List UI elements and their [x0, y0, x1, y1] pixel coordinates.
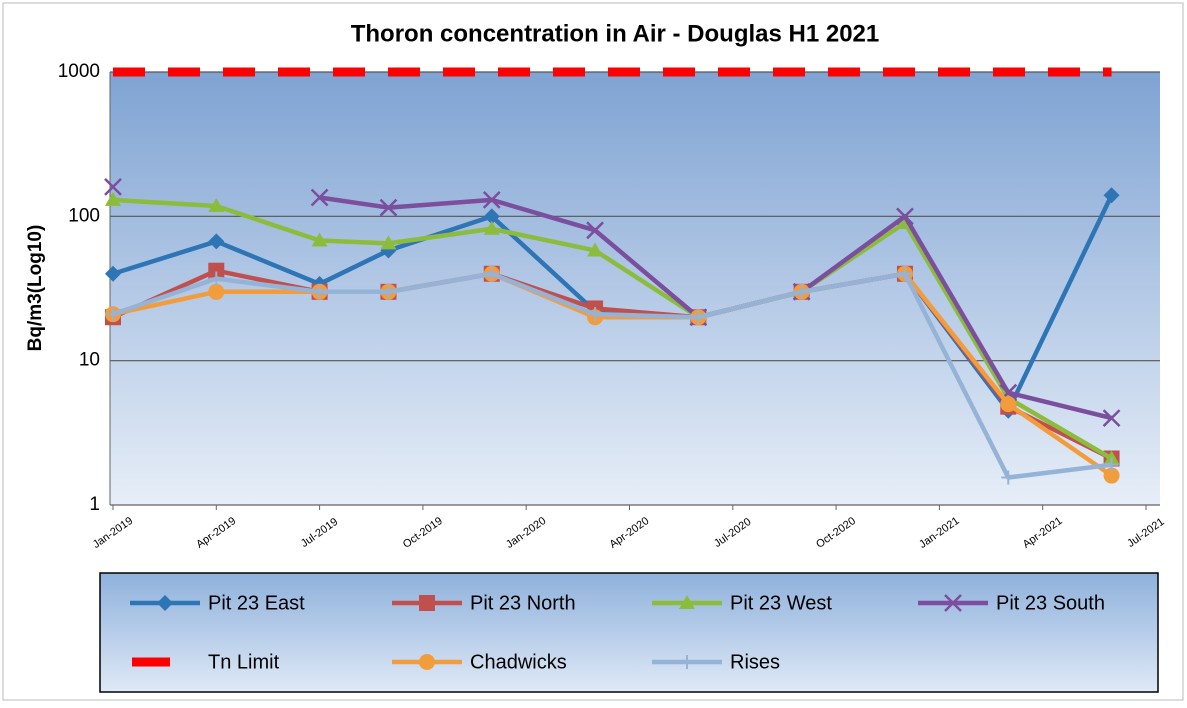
data-point	[483, 208, 500, 225]
data-point	[1104, 457, 1119, 472]
data-point	[896, 207, 914, 226]
legend	[99, 572, 1159, 693]
data-point	[208, 233, 225, 250]
data-point	[482, 191, 501, 209]
legend-label: Pit 23 North	[470, 592, 576, 614]
legend-marker	[419, 595, 435, 611]
data-point	[381, 284, 396, 299]
data-point	[208, 283, 225, 300]
data-point	[1001, 470, 1016, 485]
legend-label: Chadwicks	[470, 651, 567, 673]
legend-label: Pit 23 West	[730, 592, 832, 614]
data-point	[1102, 409, 1121, 427]
legend-marker	[419, 654, 435, 670]
data-point	[483, 220, 500, 235]
y-tick-label: 10	[79, 350, 100, 371]
legend-label: Rises	[730, 651, 780, 673]
data-point	[208, 262, 225, 279]
y-tick-label: 1000	[58, 61, 100, 82]
data-point	[794, 284, 809, 299]
data-point	[897, 266, 912, 281]
data-point	[310, 188, 329, 207]
y-axis-label: Bq/m3(Log10)	[25, 225, 46, 352]
data-point	[586, 221, 604, 240]
legend-marker	[944, 594, 962, 612]
data-point	[105, 265, 121, 282]
legend-label: Tn Limit	[208, 651, 280, 673]
data-point	[379, 198, 398, 217]
data-point	[1103, 187, 1120, 204]
data-point	[104, 177, 122, 196]
data-point	[1103, 467, 1120, 484]
legend-marker	[679, 595, 695, 609]
chart-title: Thoron concentration in Air - Douglas H1…	[351, 20, 880, 47]
data-point	[1103, 450, 1120, 465]
legend-marker	[157, 595, 173, 611]
data-point	[380, 235, 397, 250]
data-point	[588, 307, 603, 322]
data-point	[105, 191, 121, 206]
data-point	[311, 232, 328, 247]
legend-marker	[680, 655, 694, 669]
y-tick-label: 100	[68, 205, 100, 226]
plot-area	[110, 72, 1160, 505]
legend-label: Pit 23 South	[996, 592, 1105, 614]
data-point	[208, 197, 225, 212]
data-point	[312, 284, 327, 299]
legend-label: Pit 23 East	[208, 592, 305, 614]
data-point	[106, 307, 120, 322]
data-point	[209, 271, 224, 286]
data-point	[691, 310, 706, 325]
data-point	[1000, 396, 1017, 413]
data-point	[484, 266, 499, 281]
y-tick-label: 1	[89, 494, 100, 515]
data-point	[587, 242, 604, 257]
